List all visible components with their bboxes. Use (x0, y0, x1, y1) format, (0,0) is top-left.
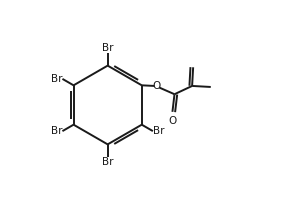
Text: Br: Br (153, 126, 164, 136)
Text: O: O (168, 116, 176, 126)
Text: Br: Br (102, 43, 113, 53)
Text: Br: Br (51, 74, 62, 84)
Text: Br: Br (102, 157, 113, 167)
Text: O: O (153, 81, 161, 91)
Text: Br: Br (51, 126, 62, 136)
